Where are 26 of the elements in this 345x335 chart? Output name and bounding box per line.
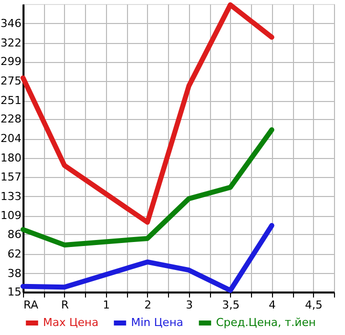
y-tick-label: 38 <box>8 266 22 280</box>
y-tick-label: 86 <box>8 228 22 241</box>
y-tick-label: 299 <box>0 55 22 68</box>
y-tick-label: 228 <box>0 112 22 126</box>
x-tick-label: R <box>61 298 70 312</box>
x-tick-label: 4 <box>268 298 276 312</box>
legend-label: Сред.Цена, т.йен <box>216 316 316 329</box>
y-tick-label: 133 <box>0 190 22 203</box>
y-tick-label: 251 <box>0 94 22 108</box>
y-tick-label: 157 <box>0 170 22 184</box>
x-tick-label: 2 <box>144 298 152 312</box>
y-tick-label: 109 <box>0 209 22 222</box>
x-tick-label: 3 <box>186 298 193 312</box>
y-tick-label: 322 <box>0 36 22 50</box>
y-tick-label: 180 <box>0 152 22 165</box>
x-tick-label: 4,5 <box>305 298 323 312</box>
x-tick-label: 3,5 <box>222 298 240 312</box>
legend-label: Min Цена <box>131 316 184 329</box>
y-tick-label: 62 <box>8 247 22 260</box>
y-tick-label: 15 <box>8 286 22 298</box>
x-tick-label: 1 <box>102 298 110 312</box>
y-tick-label: 275 <box>0 74 22 88</box>
legend-label: Max Цена <box>43 316 98 329</box>
y-tick-label: 204 <box>0 132 22 146</box>
x-tick-label: RA <box>24 298 39 312</box>
y-tick-label: 346 <box>0 16 22 30</box>
